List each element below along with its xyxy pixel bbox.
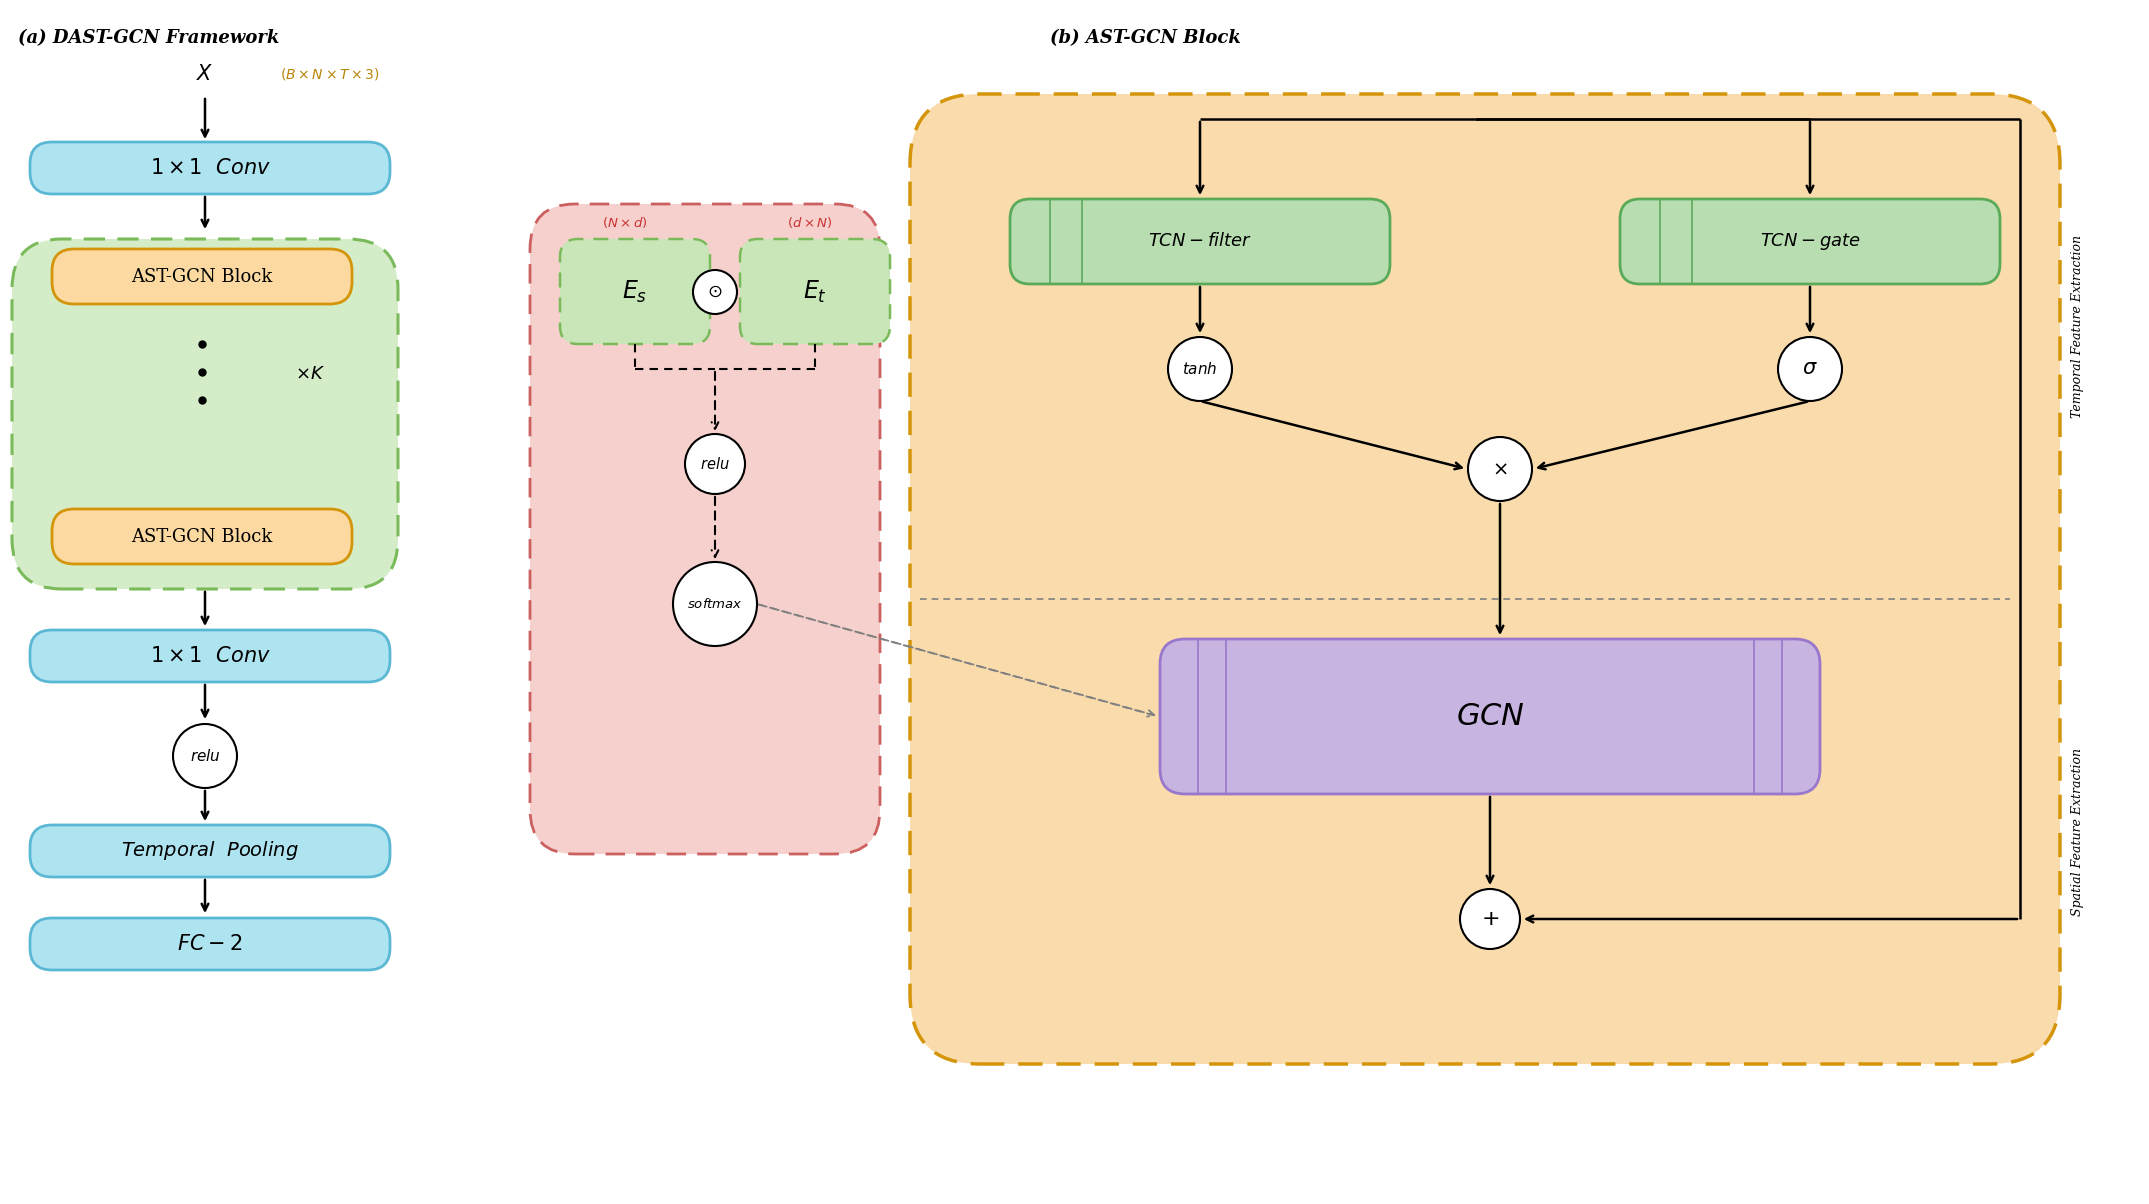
- FancyBboxPatch shape: [52, 249, 352, 303]
- Text: $+$: $+$: [1481, 909, 1500, 929]
- Text: $(B \times N \times T \times 3)$: $(B \times N \times T \times 3)$: [279, 66, 380, 82]
- Text: (b) AST-GCN Block: (b) AST-GCN Block: [1051, 29, 1240, 47]
- Circle shape: [1459, 889, 1519, 949]
- FancyBboxPatch shape: [30, 917, 389, 970]
- FancyBboxPatch shape: [52, 509, 352, 563]
- Text: $\mathit{GCN}$: $\mathit{GCN}$: [1455, 701, 1524, 732]
- FancyBboxPatch shape: [13, 240, 398, 589]
- Text: $TCN - gate$: $TCN - gate$: [1760, 231, 1861, 252]
- Text: $relu$: $relu$: [189, 748, 221, 765]
- Circle shape: [174, 724, 236, 787]
- Text: $\odot$: $\odot$: [707, 283, 722, 301]
- Circle shape: [686, 433, 746, 494]
- FancyBboxPatch shape: [30, 630, 389, 681]
- FancyBboxPatch shape: [1160, 639, 1820, 793]
- Text: $(d \times N)$: $(d \times N)$: [787, 214, 834, 230]
- Text: $1 \times 1\ \ \mathit{Conv}$: $1 \times 1\ \ \mathit{Conv}$: [150, 647, 271, 666]
- Text: $\mathit{Temporal}\ \ \mathit{Pooling}$: $\mathit{Temporal}\ \ \mathit{Pooling}$: [120, 839, 299, 862]
- Text: Spatial Feature Extraction: Spatial Feature Extraction: [2069, 748, 2085, 915]
- Text: $softmax$: $softmax$: [688, 597, 744, 610]
- Text: $\sigma$: $\sigma$: [1803, 360, 1818, 378]
- FancyBboxPatch shape: [30, 825, 389, 877]
- Text: AST-GCN Block: AST-GCN Block: [131, 268, 273, 287]
- Text: $FC - 2$: $FC - 2$: [178, 934, 243, 954]
- Text: $tanh$: $tanh$: [1182, 361, 1218, 377]
- Text: $X$: $X$: [196, 64, 213, 84]
- Circle shape: [1468, 437, 1532, 501]
- Text: Temporal Feature Extraction: Temporal Feature Extraction: [2069, 235, 2085, 418]
- Text: $\times K$: $\times K$: [294, 365, 324, 383]
- Text: $(N \times d)$: $(N \times d)$: [602, 214, 647, 230]
- FancyBboxPatch shape: [30, 142, 389, 194]
- Text: $TCN - filter$: $TCN - filter$: [1148, 232, 1253, 250]
- Text: $E_t$: $E_t$: [804, 279, 827, 305]
- Text: (a) DAST-GCN Framework: (a) DAST-GCN Framework: [17, 29, 279, 47]
- FancyBboxPatch shape: [561, 240, 709, 344]
- FancyBboxPatch shape: [1620, 199, 2001, 284]
- Text: $\times$: $\times$: [1491, 460, 1509, 478]
- FancyBboxPatch shape: [1010, 199, 1390, 284]
- Text: $relu$: $relu$: [701, 456, 731, 472]
- Text: AST-GCN Block: AST-GCN Block: [131, 529, 273, 545]
- Circle shape: [1169, 337, 1231, 401]
- Circle shape: [1777, 337, 1842, 401]
- Text: $1 \times 1\ \ \mathit{Conv}$: $1 \times 1\ \ \mathit{Conv}$: [150, 158, 271, 178]
- FancyBboxPatch shape: [909, 94, 2061, 1064]
- Circle shape: [692, 270, 737, 314]
- Text: $E_s$: $E_s$: [623, 279, 647, 305]
- FancyBboxPatch shape: [531, 203, 879, 854]
- Circle shape: [673, 562, 756, 647]
- FancyBboxPatch shape: [739, 240, 890, 344]
